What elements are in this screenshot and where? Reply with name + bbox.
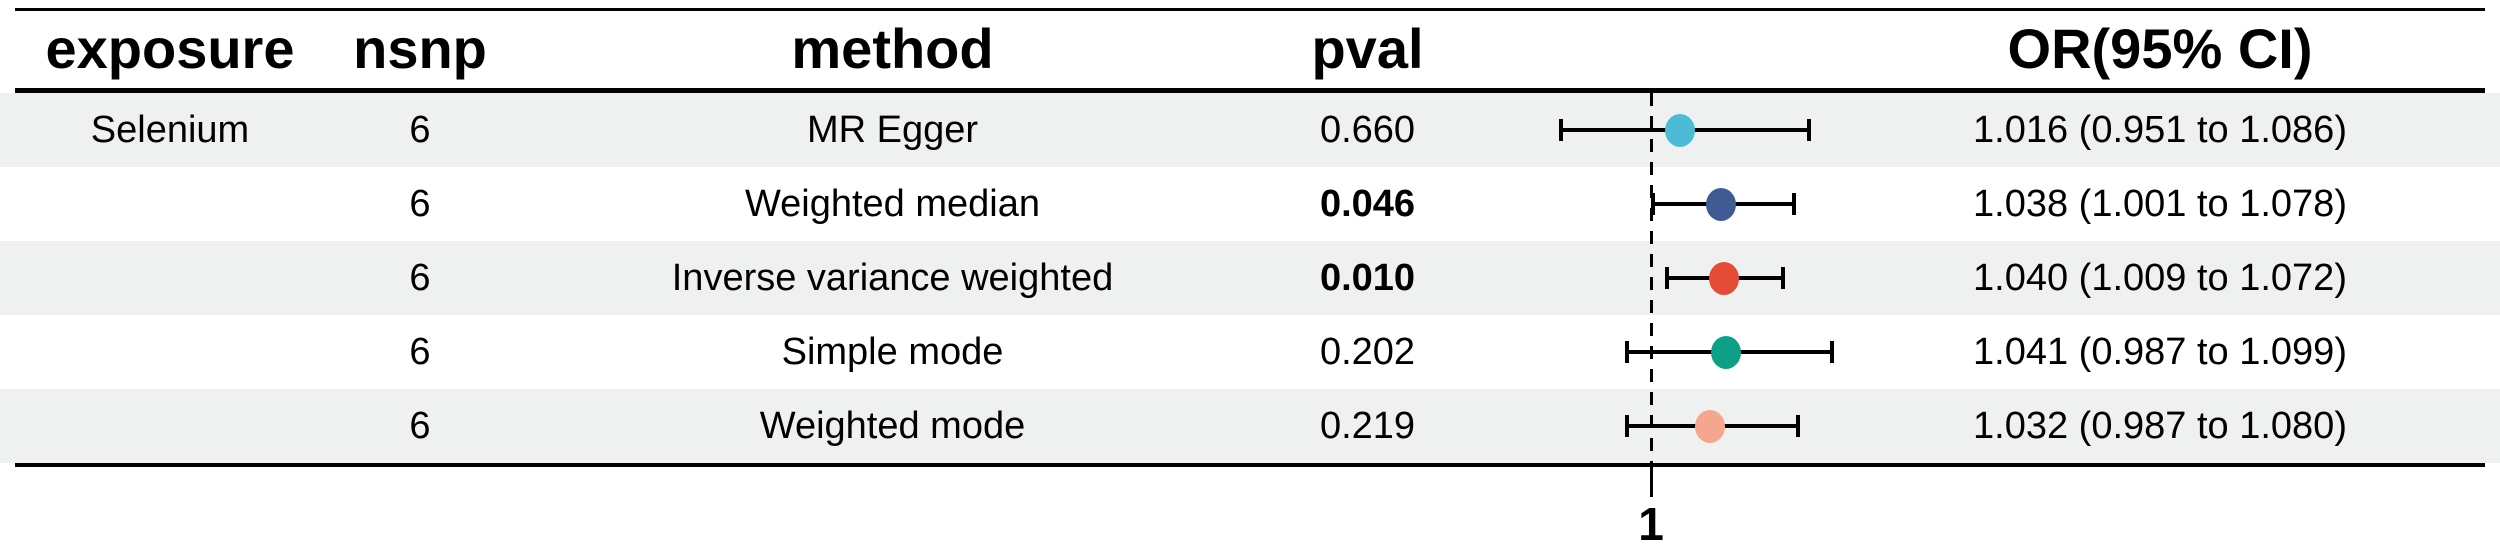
- or-point-marker: [1709, 262, 1740, 295]
- cell-or-ci: 1.040 (1.009 to 1.072): [1973, 256, 2347, 299]
- ci-cap-low: [1625, 341, 1630, 363]
- cell-method: Weighted median: [744, 182, 1041, 225]
- table-header: exposure nsnp method pval OR(95% CI): [0, 8, 2500, 88]
- cell-method: Weighted mode: [759, 404, 1026, 447]
- cell-pval: 0.219: [1319, 404, 1416, 447]
- bottom-rule: [15, 463, 2485, 467]
- cell-or-ci: 1.032 (0.987 to 1.080): [1973, 404, 2347, 447]
- cell-nsnp: 6: [409, 182, 431, 225]
- cell-exposure: [20, 241, 320, 315]
- axis-tick-label: 1: [1638, 498, 1664, 550]
- table-row: 6 Simple mode 0.202 1.041 (0.987 to 1.09…: [0, 315, 2500, 389]
- ci-cap-low: [1665, 267, 1670, 289]
- cell-nsnp: 6: [409, 330, 431, 373]
- cell-method: Simple mode: [781, 330, 1004, 373]
- table-row: 6 Weighted mode 0.219 1.032 (0.987 to 1.…: [0, 389, 2500, 463]
- axis-tick: [1650, 463, 1653, 497]
- table-row: 6 Inverse variance weighted 0.010 1.040 …: [0, 241, 2500, 315]
- cell-method: Inverse variance weighted: [671, 256, 1114, 299]
- or-point-marker: [1711, 336, 1742, 369]
- ci-cap-high: [1806, 119, 1811, 141]
- cell-exposure: [20, 167, 320, 241]
- header-rule: [15, 88, 2485, 93]
- cell-or-ci: 1.038 (1.001 to 1.078): [1973, 182, 2347, 225]
- table-row: 6 Weighted median 0.046 1.038 (1.001 to …: [0, 167, 2500, 241]
- ci-cap-high: [1780, 267, 1785, 289]
- ci-cap-high: [1795, 415, 1800, 437]
- cell-nsnp: 6: [409, 404, 431, 447]
- cell-method: MR Egger: [806, 108, 979, 151]
- header-pval: pval: [1311, 16, 1424, 80]
- header-or-ci: OR(95% CI): [2007, 16, 2313, 80]
- cell-pval: 0.660: [1319, 108, 1416, 151]
- cell-nsnp: 6: [409, 256, 431, 299]
- cell-pval: 0.046: [1319, 182, 1416, 225]
- or-point-marker: [1694, 410, 1725, 443]
- cell-or-ci: 1.041 (0.987 to 1.099): [1973, 330, 2347, 373]
- header-exposure: exposure: [45, 16, 295, 80]
- cell-exposure: [20, 315, 320, 389]
- or-point-marker: [1705, 188, 1736, 221]
- ci-cap-low: [1559, 119, 1564, 141]
- or-point-marker: [1665, 114, 1696, 147]
- cell-exposure: Selenium: [90, 108, 250, 151]
- cell-or-ci: 1.016 (0.951 to 1.086): [1973, 108, 2347, 151]
- cell-exposure: [20, 389, 320, 463]
- ci-cap-high: [1791, 193, 1796, 215]
- table-row: Selenium 6 MR Egger 0.660 1.016 (0.951 t…: [0, 93, 2500, 167]
- header-method: method: [791, 16, 994, 80]
- cell-pval: 0.202: [1319, 330, 1416, 373]
- cell-pval: 0.010: [1319, 256, 1416, 299]
- header-nsnp: nsnp: [353, 16, 487, 80]
- ci-cap-high: [1830, 341, 1835, 363]
- reference-line: [1650, 93, 1653, 463]
- top-rule: [15, 8, 2485, 11]
- ci-cap-low: [1625, 415, 1630, 437]
- cell-nsnp: 6: [409, 108, 431, 151]
